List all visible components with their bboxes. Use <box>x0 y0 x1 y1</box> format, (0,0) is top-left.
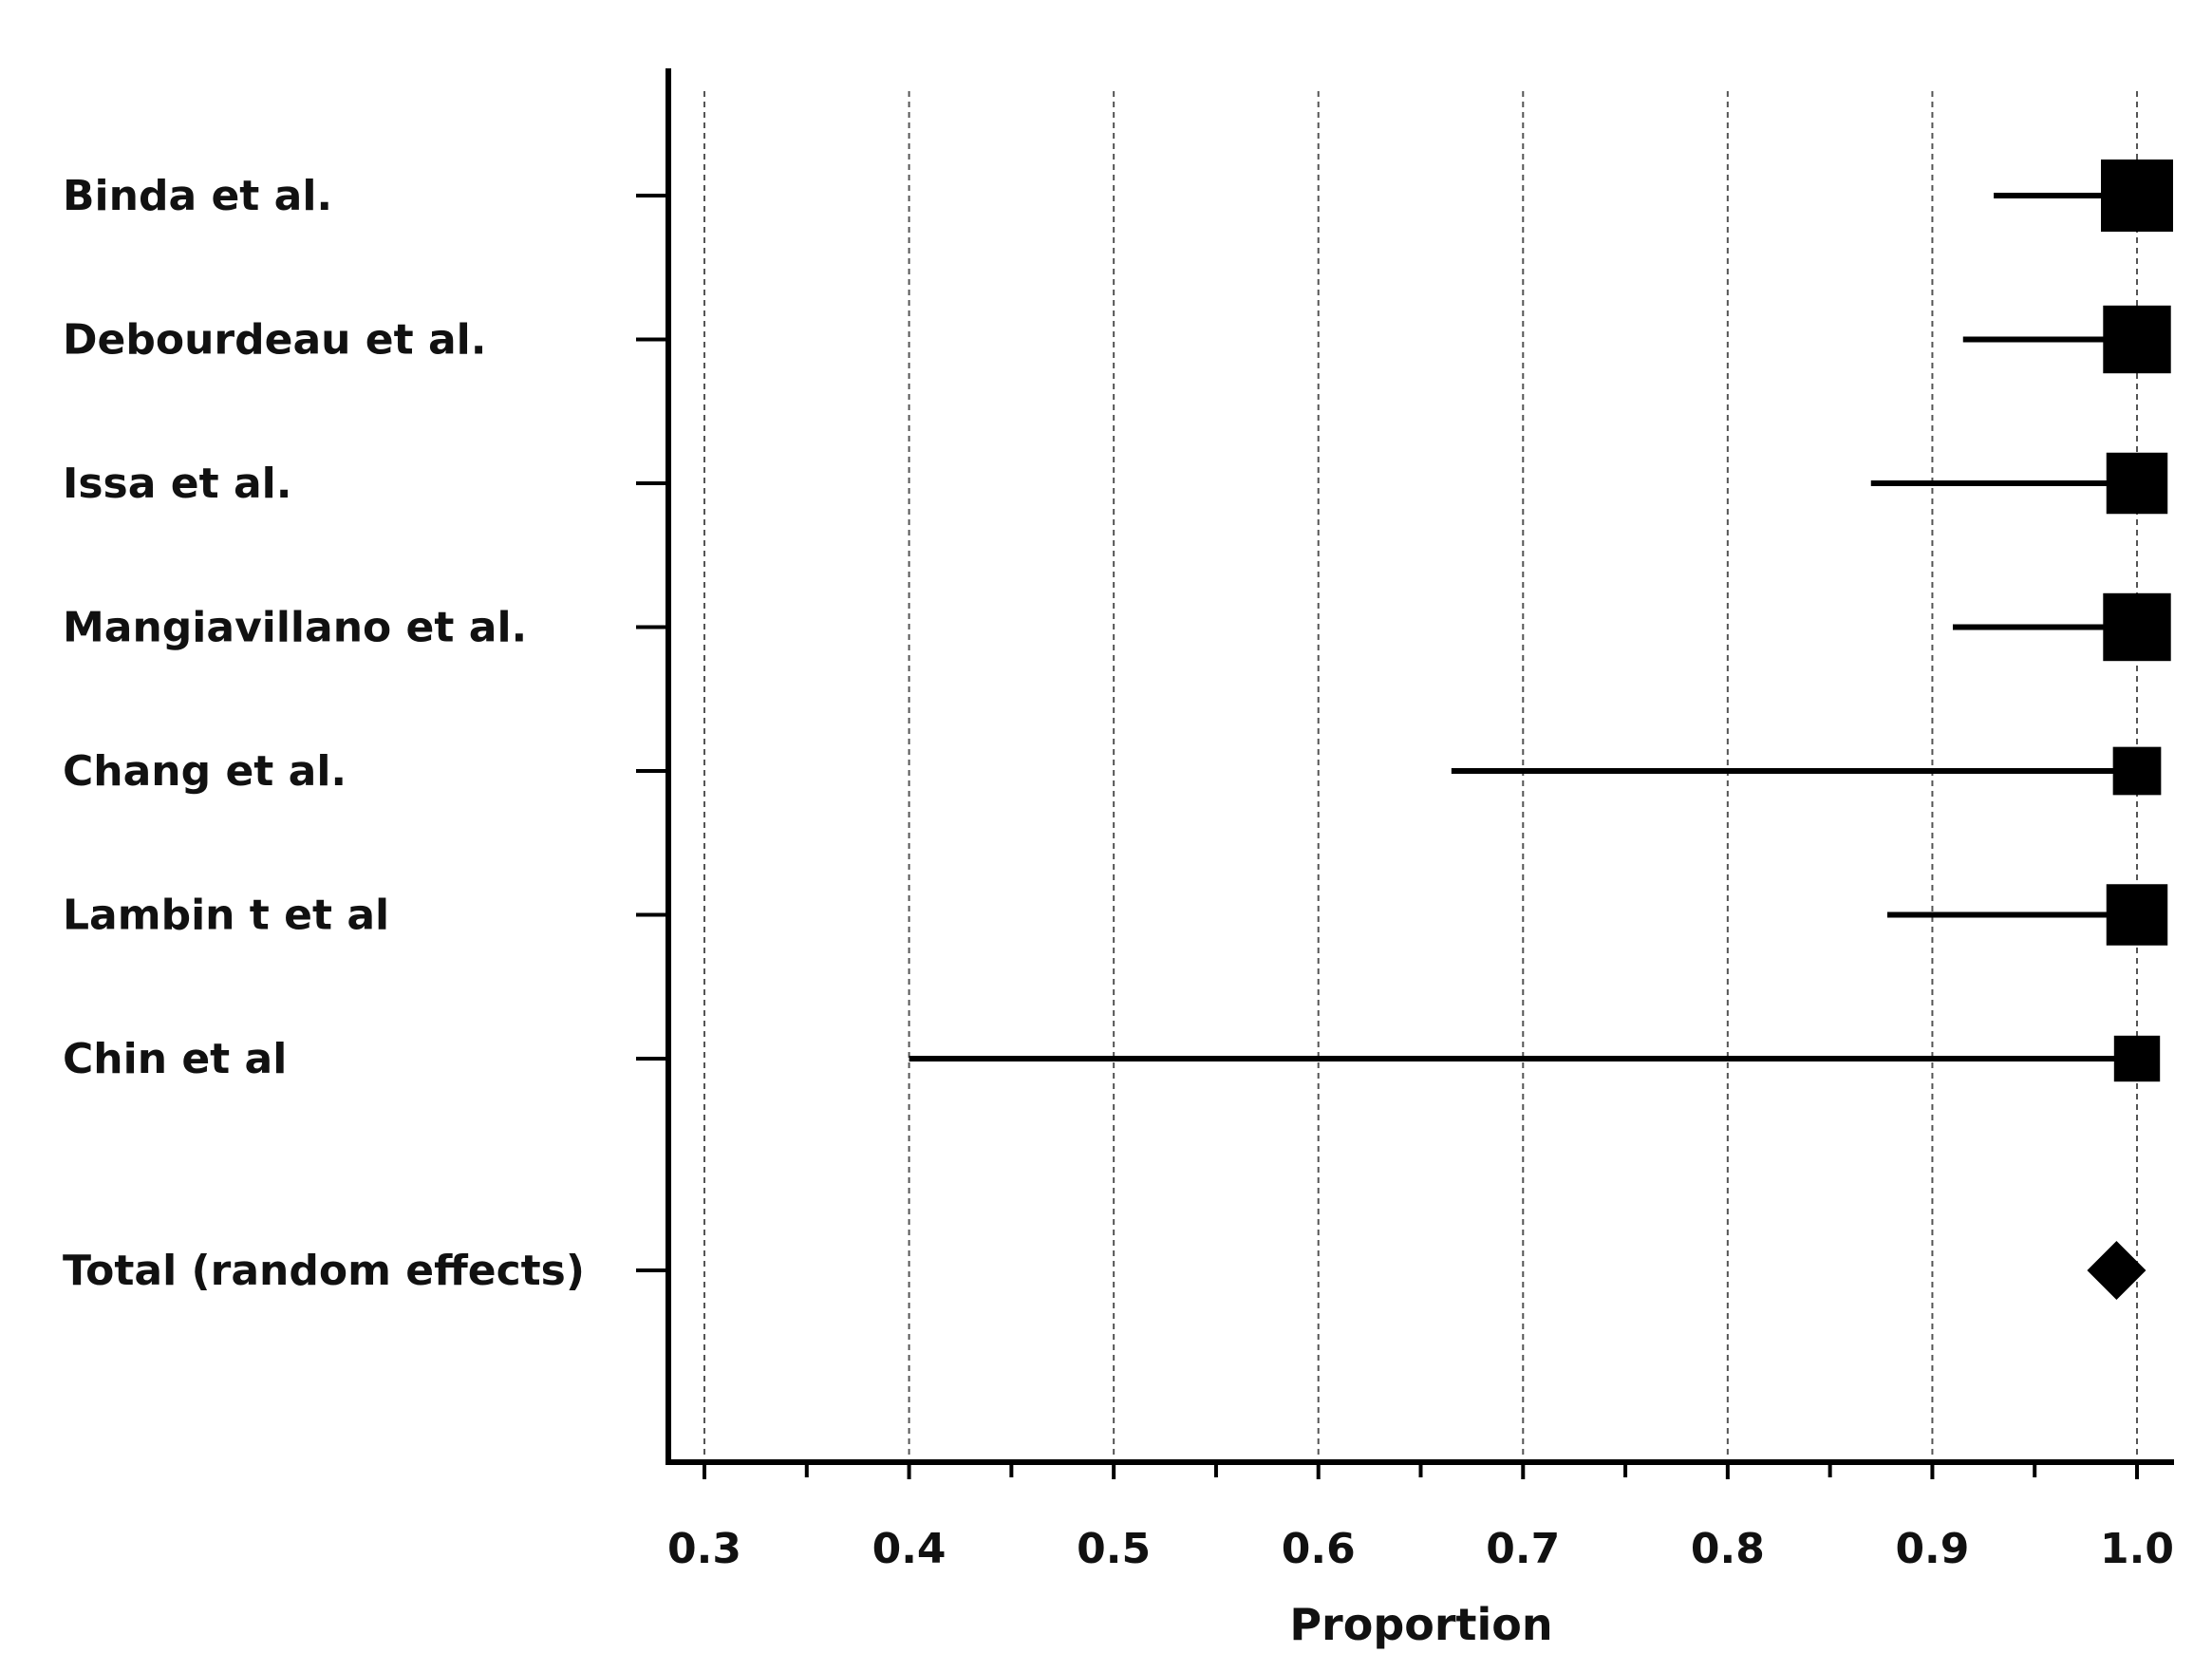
x-tick-label: 0.7 <box>1486 1525 1560 1573</box>
study-labels: Binda et al. Debourdeau et al. Issa et al.… <box>63 172 585 1295</box>
axes: 0.3 0.4 0.5 0.6 0.7 0.8 0.9 1.0 <box>636 68 2174 1573</box>
study-label: Binda et al. <box>63 172 332 220</box>
x-tick-label: 0.8 <box>1691 1525 1765 1573</box>
total-label: Total (random effects) <box>63 1247 585 1295</box>
study-label: Chang et al. <box>63 747 347 796</box>
study-label: Mangiavillano et al. <box>63 604 527 652</box>
study-label: Chin et al <box>63 1035 287 1083</box>
study-markers <box>909 160 2173 1300</box>
x-tick-label: 0.4 <box>872 1525 947 1573</box>
x-tick-label: 0.5 <box>1077 1525 1151 1573</box>
study-estimate-square <box>2103 305 2171 374</box>
study-label: Debourdeau et al. <box>63 316 486 365</box>
study-estimate-square <box>2106 884 2168 946</box>
study-estimate-square <box>2113 1035 2161 1082</box>
study-estimate-square <box>2112 746 2162 796</box>
study-label: Lambin t et al <box>63 892 389 940</box>
study-estimate-square <box>2106 452 2168 515</box>
gridlines <box>703 91 2138 1462</box>
pooled-estimate-diamond <box>2087 1241 2146 1300</box>
x-tick-label: 0.6 <box>1282 1525 1356 1573</box>
x-tick-label: 0.3 <box>667 1525 741 1573</box>
x-axis-label: Proportion <box>1289 1599 1552 1650</box>
study-label: Issa et al. <box>63 460 291 508</box>
study-estimate-square <box>2103 592 2171 662</box>
x-tick-label: 1.0 <box>2100 1525 2174 1573</box>
x-tick-label: 0.9 <box>1895 1525 1969 1573</box>
study-estimate-square <box>2101 160 2173 232</box>
